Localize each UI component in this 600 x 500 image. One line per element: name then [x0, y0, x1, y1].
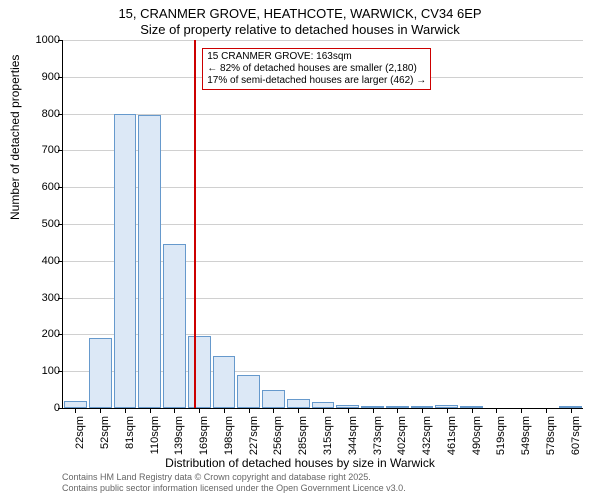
title-subtitle: Size of property relative to detached ho…: [0, 22, 600, 37]
xtick-label: 402sqm: [396, 416, 408, 460]
ytick-label: 0: [24, 402, 60, 414]
ytick-label: 800: [24, 108, 60, 120]
histogram-bar: [262, 390, 285, 408]
xtick-mark: [150, 408, 151, 413]
xtick-label: 52sqm: [99, 416, 111, 460]
xtick-mark: [496, 408, 497, 413]
ytick-label: 600: [24, 181, 60, 193]
y-axis-label: Number of detached properties: [8, 55, 22, 220]
xtick-mark: [546, 408, 547, 413]
gridline: [63, 114, 583, 115]
plot-area: 15 CRANMER GROVE: 163sqm← 82% of detache…: [62, 40, 583, 409]
xtick-mark: [75, 408, 76, 413]
xtick-label: 285sqm: [297, 416, 309, 460]
ytick-label: 500: [24, 218, 60, 230]
xtick-label: 344sqm: [347, 416, 359, 460]
annotation-line3: 17% of semi-detached houses are larger (…: [207, 75, 426, 87]
xtick-label: 227sqm: [248, 416, 260, 460]
xtick-mark: [100, 408, 101, 413]
ytick-label: 900: [24, 71, 60, 83]
xtick-mark: [298, 408, 299, 413]
xtick-label: 432sqm: [421, 416, 433, 460]
footer-line2: Contains public sector information licen…: [62, 483, 406, 494]
histogram-bar: [237, 375, 260, 408]
histogram-bar: [213, 356, 236, 408]
xtick-mark: [323, 408, 324, 413]
xtick-label: 519sqm: [495, 416, 507, 460]
xtick-label: 169sqm: [198, 416, 210, 460]
histogram-bar: [138, 115, 161, 408]
xtick-label: 373sqm: [372, 416, 384, 460]
xtick-label: 198sqm: [223, 416, 235, 460]
xtick-mark: [199, 408, 200, 413]
xtick-mark: [348, 408, 349, 413]
ytick-label: 1000: [24, 34, 60, 46]
annotation-box: 15 CRANMER GROVE: 163sqm← 82% of detache…: [202, 48, 431, 90]
xtick-mark: [397, 408, 398, 413]
xtick-mark: [224, 408, 225, 413]
xtick-label: 549sqm: [520, 416, 532, 460]
xtick-mark: [521, 408, 522, 413]
xtick-label: 490sqm: [471, 416, 483, 460]
xtick-label: 110sqm: [149, 416, 161, 460]
footer-line1: Contains HM Land Registry data © Crown c…: [62, 472, 406, 483]
xtick-label: 256sqm: [272, 416, 284, 460]
xtick-mark: [571, 408, 572, 413]
xtick-mark: [249, 408, 250, 413]
xtick-mark: [422, 408, 423, 413]
annotation-line1: 15 CRANMER GROVE: 163sqm: [207, 51, 426, 63]
histogram-bar: [89, 338, 112, 408]
xtick-mark: [125, 408, 126, 413]
ytick-label: 400: [24, 255, 60, 267]
xtick-mark: [273, 408, 274, 413]
ytick-label: 700: [24, 144, 60, 156]
xtick-label: 22sqm: [74, 416, 86, 460]
xtick-mark: [373, 408, 374, 413]
histogram-bar: [163, 244, 186, 408]
footer-attribution: Contains HM Land Registry data © Crown c…: [62, 472, 406, 494]
xtick-label: 461sqm: [446, 416, 458, 460]
xtick-label: 139sqm: [173, 416, 185, 460]
ytick-label: 200: [24, 328, 60, 340]
gridline: [63, 40, 583, 41]
histogram-bar: [64, 401, 87, 408]
chart-container: 15, CRANMER GROVE, HEATHCOTE, WARWICK, C…: [0, 0, 600, 500]
ytick-label: 300: [24, 292, 60, 304]
xtick-label: 315sqm: [322, 416, 334, 460]
xtick-mark: [447, 408, 448, 413]
annotation-line2: ← 82% of detached houses are smaller (2,…: [207, 63, 426, 75]
title-address: 15, CRANMER GROVE, HEATHCOTE, WARWICK, C…: [0, 6, 600, 21]
histogram-bar: [188, 336, 211, 408]
xtick-label: 81sqm: [124, 416, 136, 460]
reference-line: [194, 40, 196, 408]
histogram-bar: [114, 114, 137, 408]
xtick-label: 578sqm: [545, 416, 557, 460]
histogram-bar: [287, 399, 310, 408]
xtick-mark: [174, 408, 175, 413]
xtick-mark: [472, 408, 473, 413]
xtick-label: 607sqm: [570, 416, 582, 460]
ytick-label: 100: [24, 365, 60, 377]
